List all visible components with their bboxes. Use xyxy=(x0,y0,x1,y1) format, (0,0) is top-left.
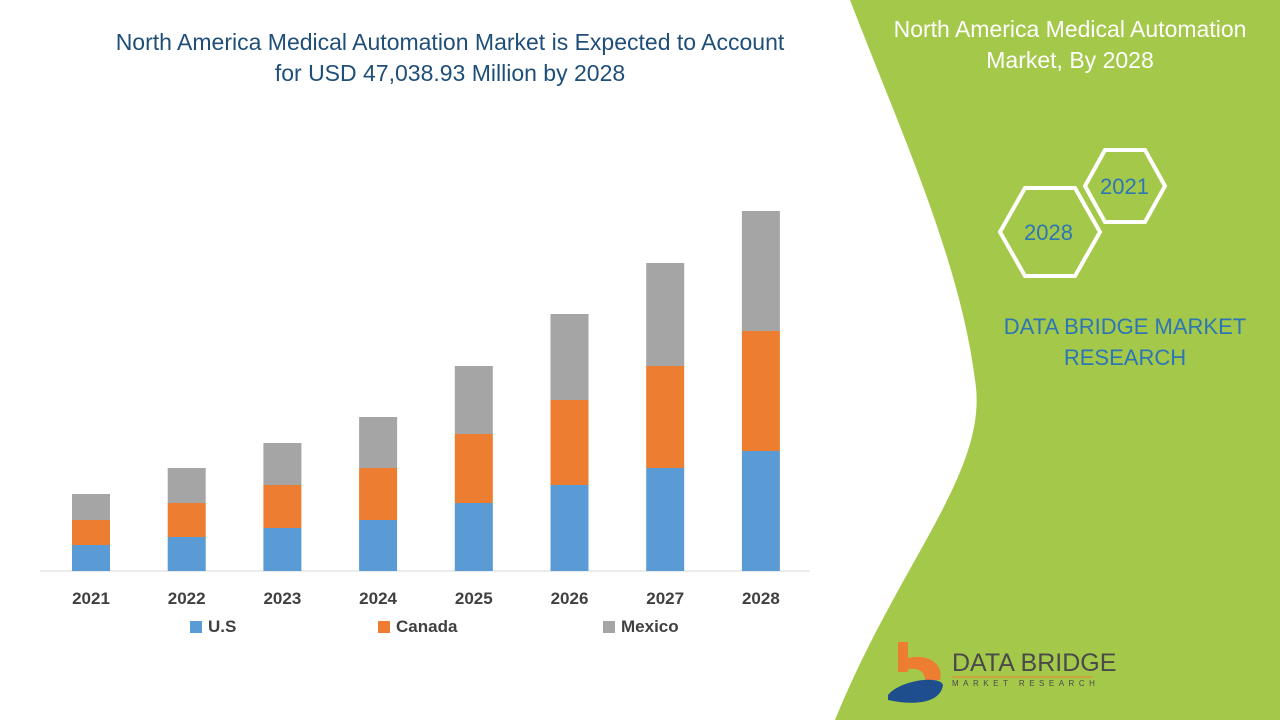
bar-2026-mexico xyxy=(550,314,589,400)
x-tick-label: 2022 xyxy=(167,589,206,608)
bar-2021-us xyxy=(72,545,110,571)
bar-2027-us xyxy=(646,468,685,571)
chart-title: North America Medical Automation Market … xyxy=(115,29,785,86)
x-tick-label: 2023 xyxy=(263,589,302,608)
green-side-panel xyxy=(835,0,1280,720)
bar-2023-mexico xyxy=(263,443,302,485)
hex-label-2028: 2028 xyxy=(1024,220,1073,245)
bar-2027-mexico xyxy=(646,263,685,366)
bar-2025-us xyxy=(454,503,493,571)
legend-canada: Canada xyxy=(378,617,457,637)
legend-mexico: Mexico xyxy=(603,617,679,637)
bar-2023-us xyxy=(263,528,302,571)
logo-text: DATA BRIDGE xyxy=(952,649,1117,677)
bar-2028-canada xyxy=(741,331,780,451)
bar-2026-canada xyxy=(550,400,589,485)
hexagon-2021 xyxy=(1082,148,1168,224)
x-tick-label: 2026 xyxy=(550,589,589,608)
x-tick-label: 2028 xyxy=(741,589,780,608)
legend-us: U.S xyxy=(190,617,236,637)
x-tick-label: 2021 xyxy=(72,589,110,608)
bar-2025-canada xyxy=(454,434,493,503)
legend-swatch xyxy=(378,621,390,633)
bar-2024-canada xyxy=(359,468,398,520)
bar-2021-mexico xyxy=(72,494,110,520)
x-tick-label: 2027 xyxy=(646,589,685,608)
bar-2024-mexico xyxy=(359,417,398,468)
hexagon-2028 xyxy=(997,186,1103,278)
bar-2021-canada xyxy=(72,520,110,545)
brand-text: DATA BRIDGE MARKET RESEARCH xyxy=(1003,314,1247,370)
legend-swatch xyxy=(190,621,202,633)
bar-2027-canada xyxy=(646,366,685,468)
bar-2023-canada xyxy=(263,485,302,528)
logo-subtext: MARKET RESEARCH xyxy=(952,679,1100,688)
bar-2022-canada xyxy=(167,503,206,537)
bar-2028-us xyxy=(741,451,780,571)
bar-2028-mexico xyxy=(741,211,780,331)
legend-swatch xyxy=(603,621,615,633)
bar-2025-mexico xyxy=(454,366,493,434)
legend-label: U.S xyxy=(208,617,237,636)
x-tick-label: 2025 xyxy=(454,589,493,608)
bar-2024-us xyxy=(359,520,398,571)
legend-label: Canada xyxy=(396,617,458,636)
bar-2022-us xyxy=(167,537,206,571)
logo-icon xyxy=(888,642,1092,703)
hex-label-2021: 2021 xyxy=(1100,174,1149,199)
bar-2022-mexico xyxy=(167,468,206,503)
legend-label: Mexico xyxy=(621,617,679,636)
side-title: North America Medical Automation Market,… xyxy=(893,16,1247,73)
bar-2026-us xyxy=(550,485,589,571)
x-tick-label: 2024 xyxy=(359,589,397,608)
